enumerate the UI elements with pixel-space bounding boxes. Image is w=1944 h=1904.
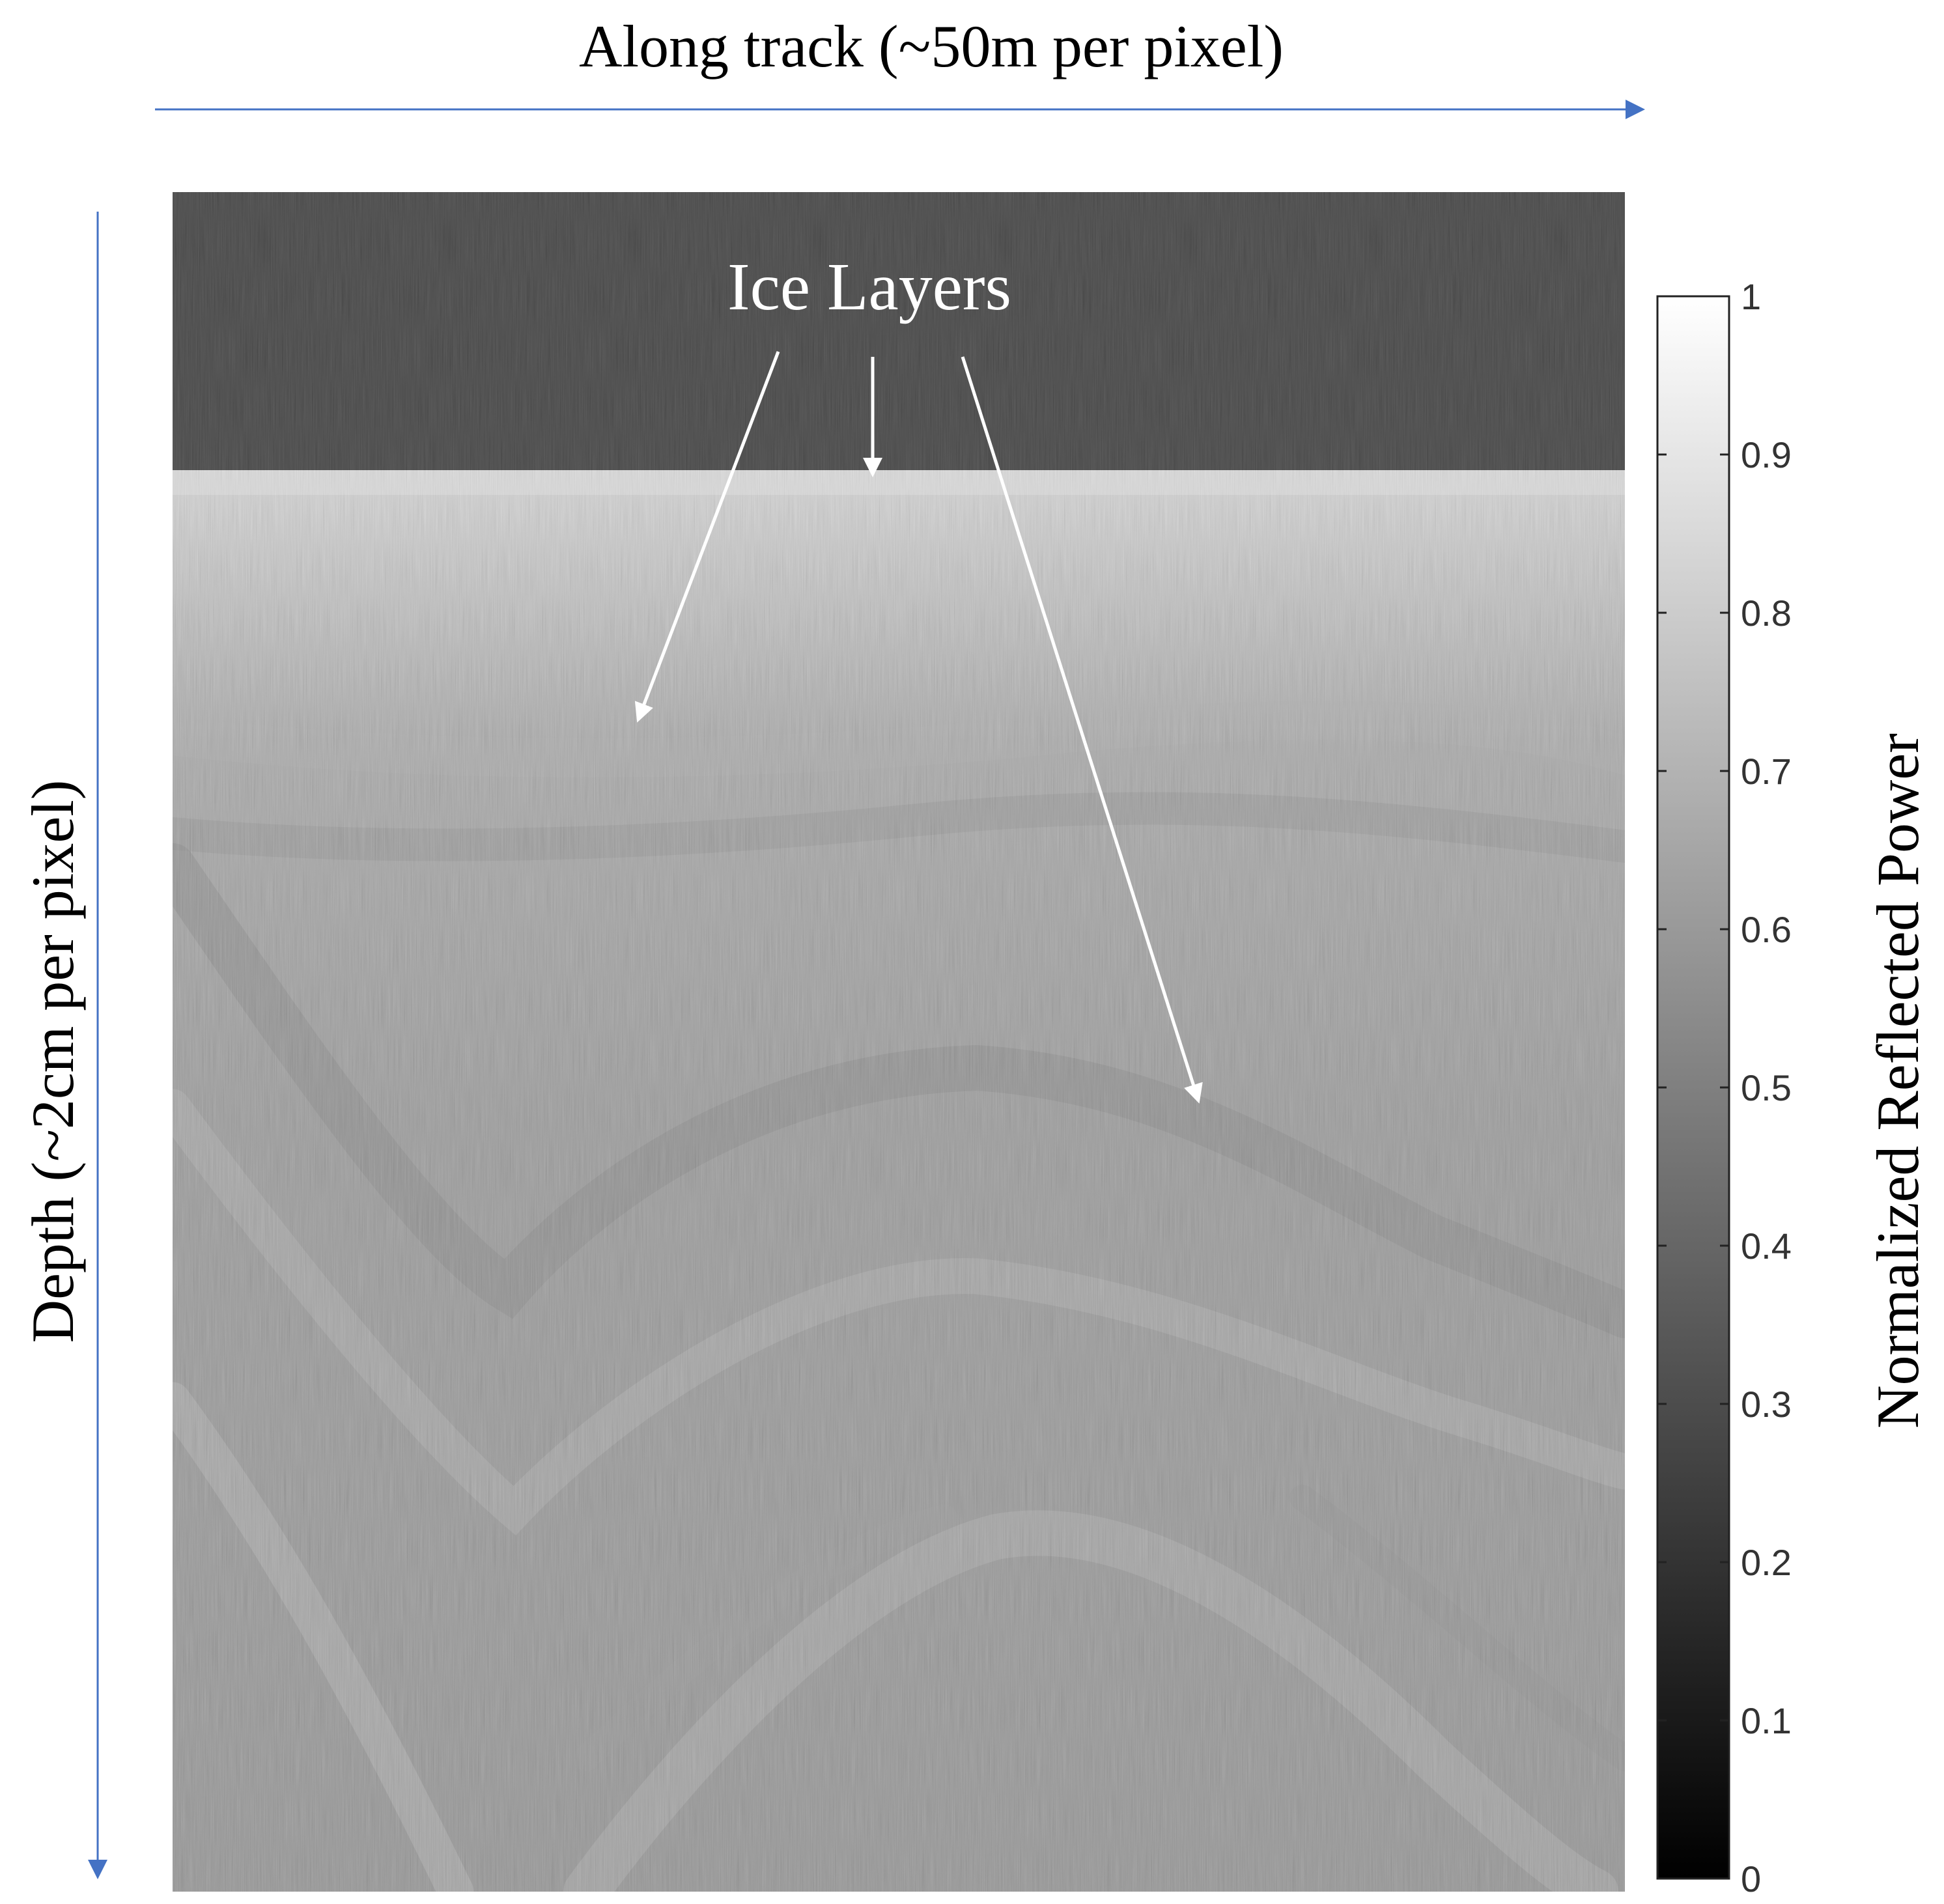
- colorbar-tick-label: 0.8: [1741, 593, 1792, 634]
- colorbar-tick-label: 0.9: [1741, 434, 1792, 475]
- colorbar-tick-label: 1: [1741, 276, 1761, 317]
- annotation-arrows: [634, 351, 1203, 1104]
- colorbar-tick-label: 0.6: [1741, 909, 1792, 950]
- ice-layers-annotation: Ice Layers: [727, 249, 1011, 324]
- colorbar-tick-label: 0.1: [1741, 1700, 1792, 1741]
- annotation-arrow-right: [961, 356, 1203, 1104]
- colorbar-tick-label: 0.7: [1741, 751, 1792, 792]
- speckle-texture: [173, 192, 1625, 1892]
- colorbar-tick-label: 0.4: [1741, 1225, 1792, 1267]
- x-axis-label: Along track (~50m per pixel): [579, 13, 1284, 79]
- colorbar: 0 0.1 0.2 0.3 0.4 0.5 0.6 0.7 0.8 0.9 1 Normalized…: [1656, 276, 1931, 1899]
- colorbar-tick-label: 0.3: [1741, 1384, 1792, 1425]
- colorbar-tick-label: 0: [1741, 1858, 1761, 1899]
- colorbar-gradient: [1656, 295, 1730, 1880]
- colorbar-tick-label: 0.5: [1741, 1067, 1792, 1108]
- colorbar-ticks: 0 0.1 0.2 0.3 0.4 0.5 0.6 0.7 0.8 0.9 1: [1657, 276, 1792, 1899]
- colorbar-label: Normalized Reflected Power: [1865, 733, 1931, 1429]
- annotation-arrow-left: [634, 351, 780, 723]
- y-axis-label: Depth (~2cm per pixel): [20, 780, 86, 1343]
- echogram-image: [173, 192, 1625, 1892]
- colorbar-tick-label: 0.2: [1741, 1542, 1792, 1583]
